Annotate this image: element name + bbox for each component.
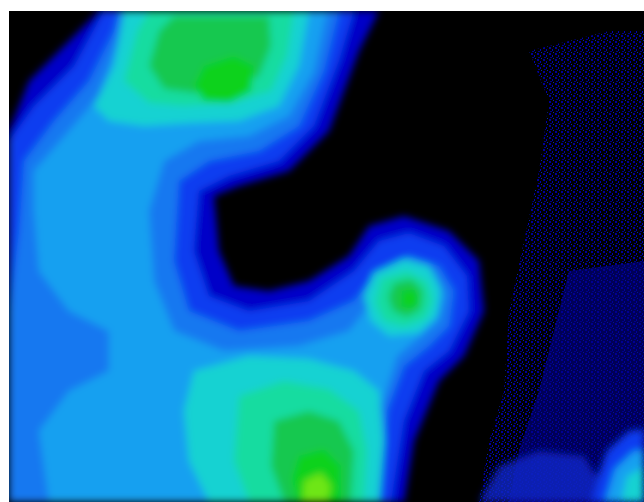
- contour-bright-green: [194, 56, 254, 103]
- heatmap-image: [9, 11, 644, 502]
- lower-right-blue: [479, 451, 599, 502]
- false-color-field: [9, 11, 644, 502]
- contour-lime-peak: [303, 473, 331, 502]
- contour-bright-green-node: [401, 289, 419, 309]
- corner-blob-cyan: [621, 467, 644, 502]
- noise-region: [479, 31, 644, 502]
